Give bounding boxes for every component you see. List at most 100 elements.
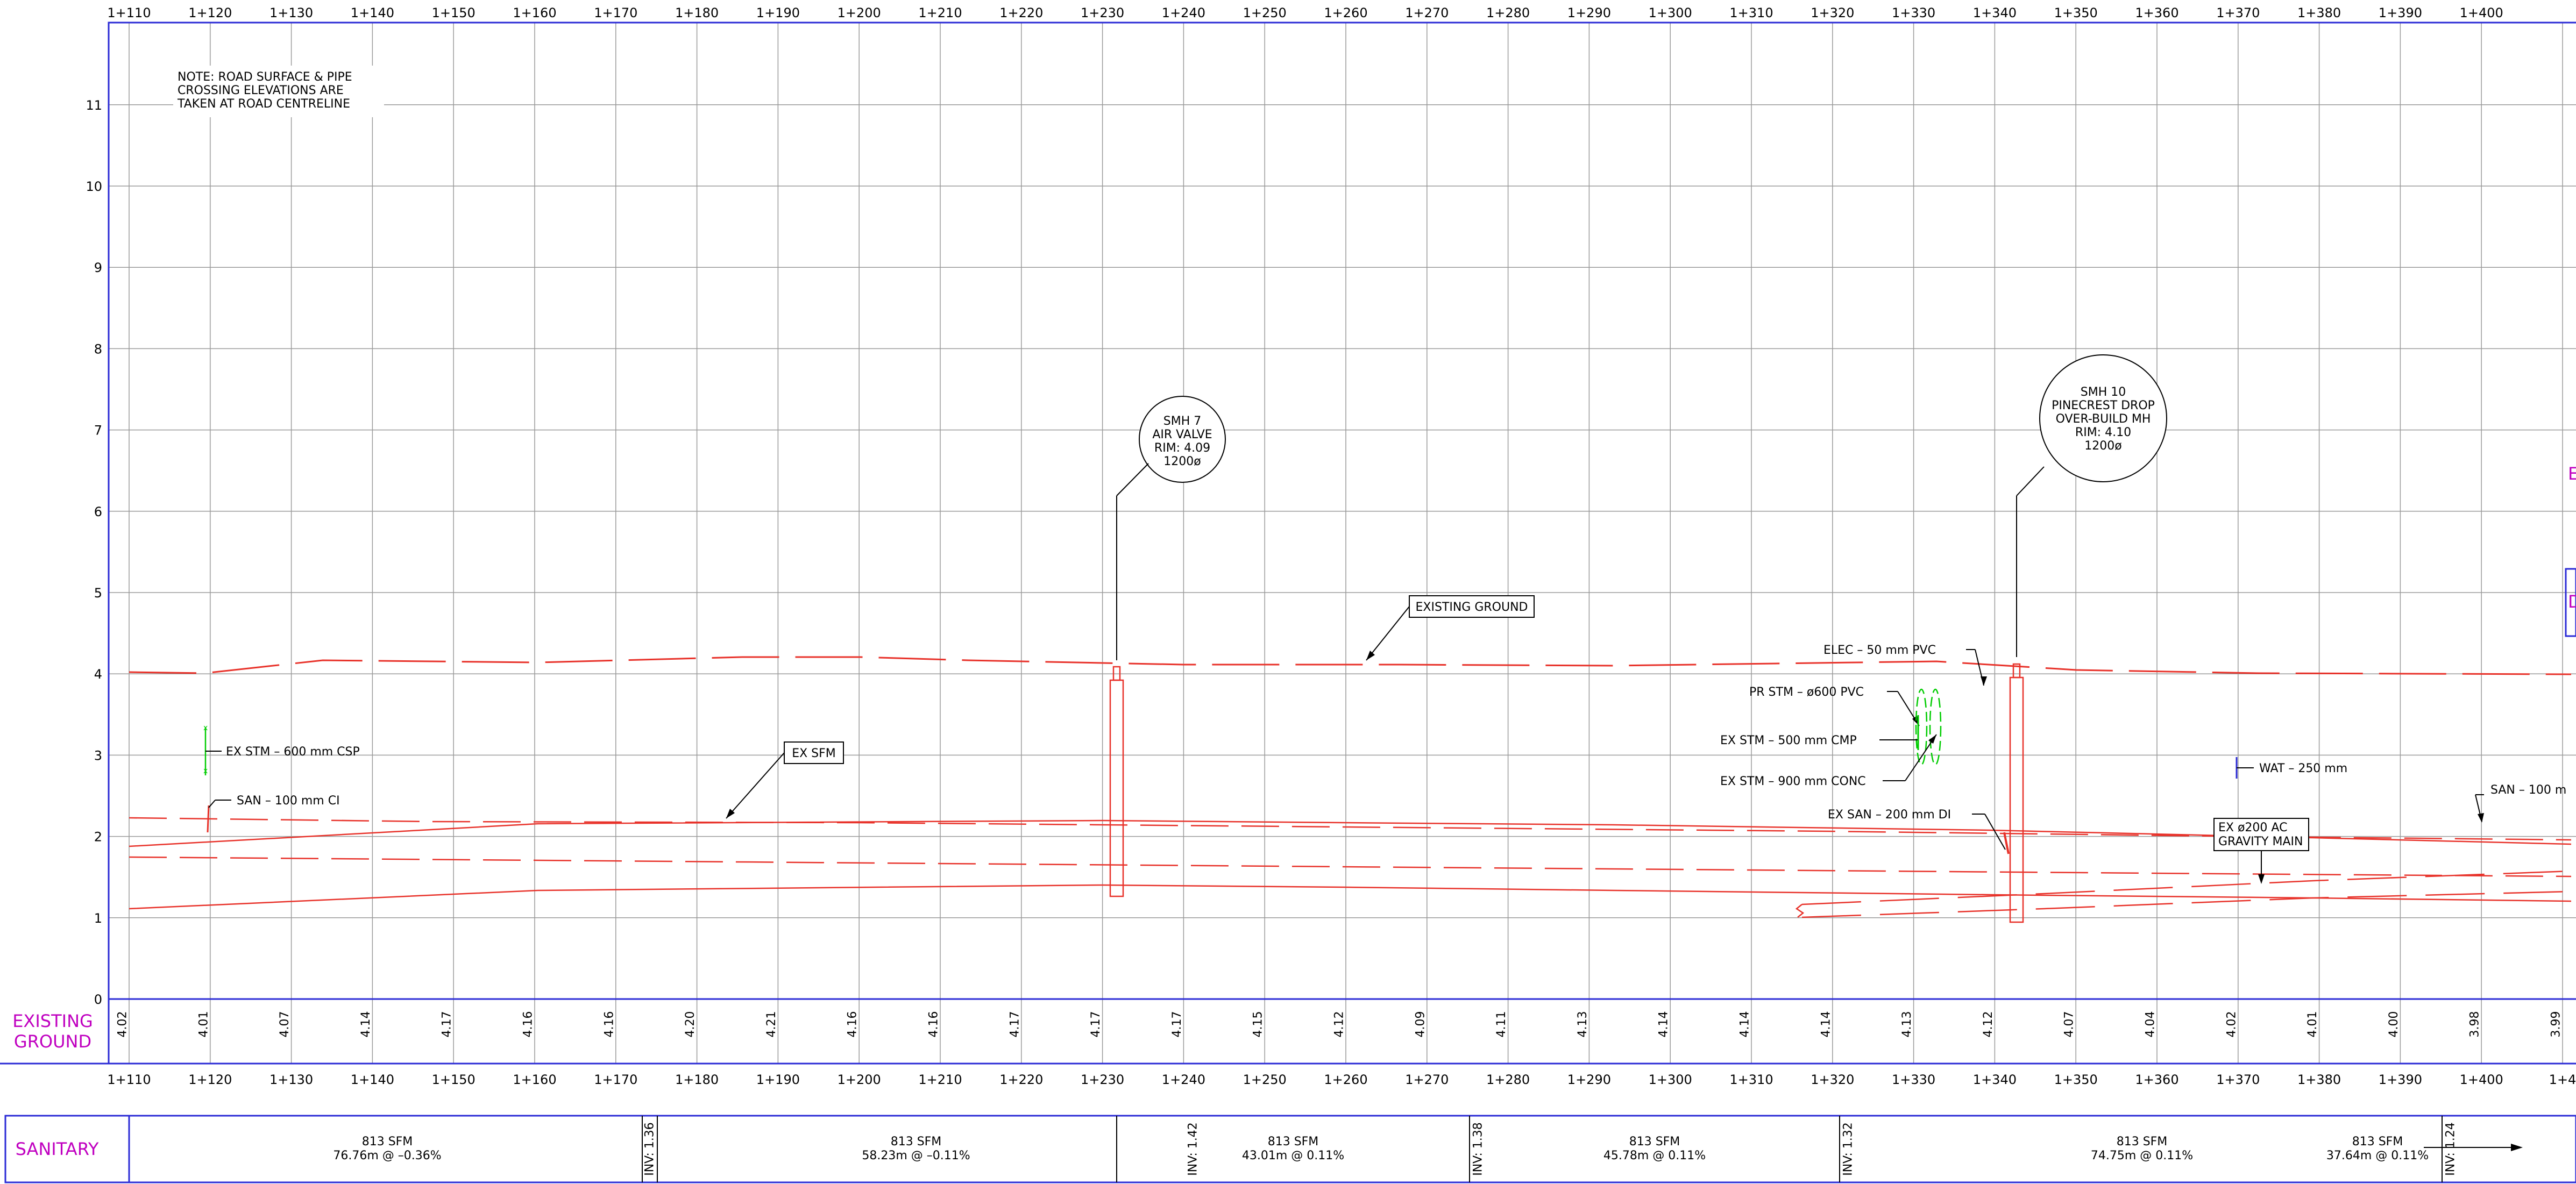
ex-san-200-crossing: EX SAN – 200 mm DI [1828,808,2010,854]
invert-label: INV: 1.24 [2444,1122,2458,1176]
ground-value: 3.99 [2550,1011,2563,1038]
ground-value: 4.02 [116,1011,130,1038]
bottom-station-label: 1+370 [2216,1072,2260,1087]
top-station-label: 1+320 [1811,5,1854,20]
elevation-label: 4 [94,667,102,682]
bottom-station-label: 1+340 [1973,1072,2017,1087]
grid-lines [109,23,2576,1064]
bottom-station-label: 1+170 [594,1072,637,1087]
sanitary-segment-line2: 43.01m @ 0.11% [1242,1149,1344,1162]
ground-value: 4.09 [1414,1011,1427,1038]
elevation-label: 1 [94,911,102,926]
existing-ground-label-text: EXISTING GROUND [1416,601,1528,614]
bottom-station-label: 1+110 [107,1072,151,1087]
utility-lines [129,656,2572,918]
svg-text:x: x [203,767,208,775]
ex-sfm-pipe-bottom [129,884,2572,910]
elevation-label: 9 [94,260,102,275]
ground-value: 4.12 [1982,1011,1995,1038]
bottom-station-label: 1+400 [2460,1072,2503,1087]
top-station-label: 1+390 [2379,5,2422,20]
note-line-3: TAKEN AT ROAD CENTRELINE [177,97,350,111]
ground-value: 4.14 [1657,1011,1671,1038]
ex-sfm-label: EX SFM [726,741,844,819]
ex-san-200-label: EX SAN – 200 mm DI [1828,808,1951,822]
existing-ground-line [129,656,2572,675]
ground-value: 4.16 [846,1011,860,1038]
ex-stm-600-label: EX STM – 600 mm CSP [226,745,360,759]
ex-ac-label-2: GRAVITY MAIN [2218,835,2303,848]
ground-value: 4.12 [1333,1011,1346,1038]
bottom-station-label: 1+220 [999,1072,1043,1087]
ground-value: 4.01 [197,1011,210,1038]
top-station-label: 1+120 [188,5,232,20]
smh-10-line-5: 1200ø [2084,439,2121,453]
ex-sfm-label-text: EX SFM [792,747,836,760]
drawing-note: NOTE: ROAD SURFACE & PIPE CROSSING ELEVA… [173,66,384,117]
bottom-station-label: 1+310 [1729,1072,1773,1087]
top-station-label: 1+380 [2297,5,2341,20]
edge-label-e: E [2568,463,2576,484]
svg-text:x: x [203,724,208,732]
ex-stm-500-crossing: EX STM – 500 mm CMP [1720,734,1918,747]
bottom-station-label: 1+4 [2549,1072,2576,1087]
bottom-station-label: 1+270 [1405,1072,1449,1087]
ex-sfm-pipe-top [129,819,2572,847]
bottom-station-label: 1+390 [2379,1072,2422,1087]
sanitary-row-label: SANITARY [16,1139,99,1159]
elec-50-crossing: ELEC – 50 mm PVC [1823,644,1987,686]
bottom-station-label: 1+300 [1649,1072,1692,1087]
bottom-station-label: 1+330 [1892,1072,1935,1087]
wat-250-crossing: WAT – 250 mm [2236,757,2347,779]
bottom-station-label: 1+360 [2135,1072,2178,1087]
ex-ac-gravity-main-label: EX ø200 AC GRAVITY MAIN [2213,818,2309,884]
bottom-station-label: 1+130 [269,1072,313,1087]
smh-7-line-3: RIM: 4.09 [1154,441,1210,455]
san-100-right-label: SAN – 100 m [2490,783,2566,797]
invert-label: INV: 1.42 [1187,1122,1200,1176]
bottom-station-label: 1+160 [513,1072,556,1087]
pr-stm-600-crossing: PR STM – ø600 PVC [1749,686,1942,766]
bottom-station-label: 1+380 [2297,1072,2341,1087]
top-station-label: 1+170 [594,5,637,20]
ground-value: 4.20 [684,1011,697,1038]
top-station-label: 1+270 [1405,5,1449,20]
ground-value: 4.16 [522,1011,535,1038]
ground-value: 4.17 [1170,1011,1184,1038]
bottom-station-label: 1+260 [1324,1072,1367,1087]
bottom-station-label: 1+190 [756,1072,800,1087]
top-station-label: 1+310 [1729,5,1773,20]
smh-10-line-3: OVER-BUILD MH [2056,412,2151,426]
sanitary-segment-line2: 76.76m @ –0.36% [333,1149,441,1162]
top-station-label: 1+220 [999,5,1043,20]
top-station-label: 1+190 [756,5,800,20]
ground-value: 4.14 [1819,1011,1833,1038]
top-station-label: 1+300 [1649,5,1692,20]
top-station-label: 1+230 [1081,5,1124,20]
bottom-station-label: 1+180 [675,1072,719,1087]
top-station-label: 1+340 [1973,5,2017,20]
pr-stm-600-label: PR STM – ø600 PVC [1749,686,1864,699]
ground-value: 4.07 [278,1011,292,1038]
ground-value: 4.13 [1576,1011,1589,1038]
sanitary-segment-line1: 813 SFM [362,1135,413,1149]
sanitary-segment-line2: 58.23m @ –0.11% [862,1149,970,1162]
top-station-label: 1+210 [918,5,962,20]
invert-label: INV: 1.32 [1842,1122,1855,1176]
sanitary-inverts: INV: 1.36 INV: 1.42 INV: 1.38 INV: 1.32 INV:… [643,1122,2458,1176]
sanitary-segment-line2: 37.64m @ 0.11% [2326,1149,2429,1162]
top-station-label: 1+280 [1486,5,1530,20]
elevation-label: 8 [94,341,102,356]
ground-value: 4.14 [359,1011,373,1038]
ground-value: 4.15 [1252,1011,1265,1038]
top-station-label: 1+350 [2054,5,2098,20]
existing-ground-label: EXISTING GROUND [1366,595,1535,661]
ground-value: 4.16 [927,1011,941,1038]
ground-elevation-values: 4.02 4.01 4.07 4.14 4.17 4.16 4.16 4.20 4.21 4.16… [116,1011,2563,1038]
bottom-station-label: 1+200 [838,1072,881,1087]
smh-10-line-1: SMH 10 [2081,386,2126,399]
bottom-station-label: 1+240 [1162,1072,1205,1087]
top-station-label: 1+160 [513,5,556,20]
bottom-station-label: 1+320 [1811,1072,1854,1087]
